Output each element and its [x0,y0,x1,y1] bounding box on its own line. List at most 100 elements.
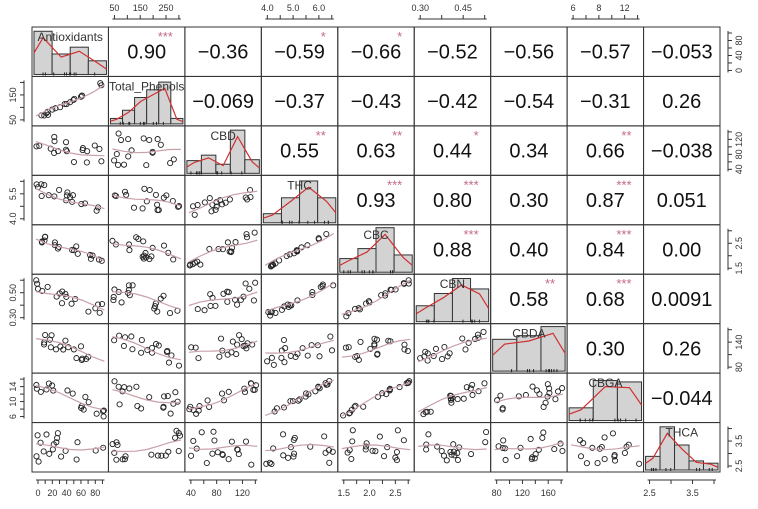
matrix-cell: 0.87*** [566,174,645,226]
matrix-cell [184,224,262,275]
smoothing-line [35,141,105,157]
matrix-cell: −0.044 [643,372,721,424]
correlation-value: 0.84 [586,240,625,262]
tick-label: 3.5 [734,435,744,448]
correlation-value: 0.0091 [651,289,712,311]
scatter-plot [263,431,336,468]
tick-label: 250 [158,3,173,13]
smoothing-line [188,382,258,410]
histogram [33,30,107,76]
matrix-cell [337,422,415,473]
tick-label: 140 [734,335,744,350]
correlation-value: 0.30 [586,338,625,360]
matrix-cell [107,273,186,325]
matrix-cell [260,323,339,374]
correlation-value: 0.26 [662,91,701,113]
scatter-plot [35,80,105,119]
matrix-cell: −0.31 [566,75,645,127]
smoothing-line [35,338,105,362]
matrix-cell [31,273,109,325]
matrix-cell [31,174,109,226]
smoothing-line [35,238,105,262]
scatter-plot [33,277,106,316]
density-curve [492,332,566,356]
tick-label: 6.0 [313,3,326,13]
significance-stars: * [474,128,479,143]
matrix-cell: CBGA [566,372,645,424]
scatter-plot [186,380,260,417]
correlation-value: −0.37 [274,91,325,113]
correlation-value: 0.88 [433,240,472,262]
variable-label: CBGA [588,376,622,390]
matrix-cell [31,125,109,176]
smoothing-line [112,439,182,453]
tick-label: 2.5 [643,488,656,498]
tick-label: 150 [133,3,148,13]
smoothing-line [341,382,411,417]
matrix-cell [337,372,415,424]
matrix-cell [184,372,262,424]
matrix-cell [107,174,186,226]
tick-label: 2.5 [389,488,402,498]
density-curve [263,186,337,219]
matrix-cell: −0.52 [413,26,492,77]
significance-stars: * [321,29,326,44]
smoothing-line [341,279,411,315]
matrix-cell [337,273,415,325]
tick-label: 4.0 [261,3,274,13]
variable-label: Total_Phenols [109,79,184,93]
matrix-cell: 0.58** [490,273,568,325]
scatter-plot [341,427,411,464]
density-curve [415,284,490,315]
variable-label: CBC [363,228,389,242]
correlation-value: 0.63 [357,141,396,163]
matrix-cell: 0.68*** [566,273,645,325]
matrix-cell: −0.36 [184,26,262,77]
significance-stars: ** [545,276,555,291]
tick-label: 2.5 [734,237,744,250]
scatter-plot [264,333,336,368]
histogram [415,277,490,323]
matrix-cell: CBDA [490,323,568,374]
scatter-plot [264,230,335,270]
matrix-cell: −0.54 [490,75,568,127]
correlation-value: 0.68 [586,289,625,311]
scatter-plot [418,429,490,464]
tick-label: 5.5 [8,188,18,201]
significance-stars: *** [463,227,478,242]
matrix-cell [31,372,109,424]
scatter-plot [33,181,105,214]
matrix-cell: 0.88*** [413,224,492,275]
correlation-value: −0.36 [198,42,249,64]
tick-label: 50 [8,115,18,125]
smoothing-line [112,194,182,207]
matrix-cell: 0.34 [490,125,568,176]
correlation-value: −0.59 [274,42,325,64]
matrix-cell [260,422,339,473]
correlation-value: 0.26 [662,338,701,360]
smoothing-line [112,148,181,154]
tick-label: 50 [109,3,119,13]
correlation-value: 0.44 [433,141,472,163]
matrix-cell [490,422,568,473]
scatter-plot [340,378,413,419]
matrix-cell: CBN [413,273,492,325]
scatter-plot [188,186,258,218]
histogram [645,426,719,471]
correlation-value: −0.56 [504,42,555,64]
matrix-cell: CBD [184,125,262,176]
tick-label: 0 [734,68,744,73]
smoothing-line [417,386,487,413]
matrix-cell: CBC [337,224,415,275]
scatter-plot [35,233,105,264]
right-axis: 0 40 80 40 80 120 1.5 2.5 80 140 2.5 3.5 [727,31,744,472]
correlation-value: −0.52 [427,42,478,64]
tick-label: 80 [734,35,744,45]
smoothing-line [418,444,487,451]
matrix-cell: −0.57 [566,26,645,77]
scatter-plot [187,428,258,468]
matrix-cell [107,323,186,374]
matrix-cell [31,75,109,127]
matrix-cell: −0.053 [643,26,721,77]
